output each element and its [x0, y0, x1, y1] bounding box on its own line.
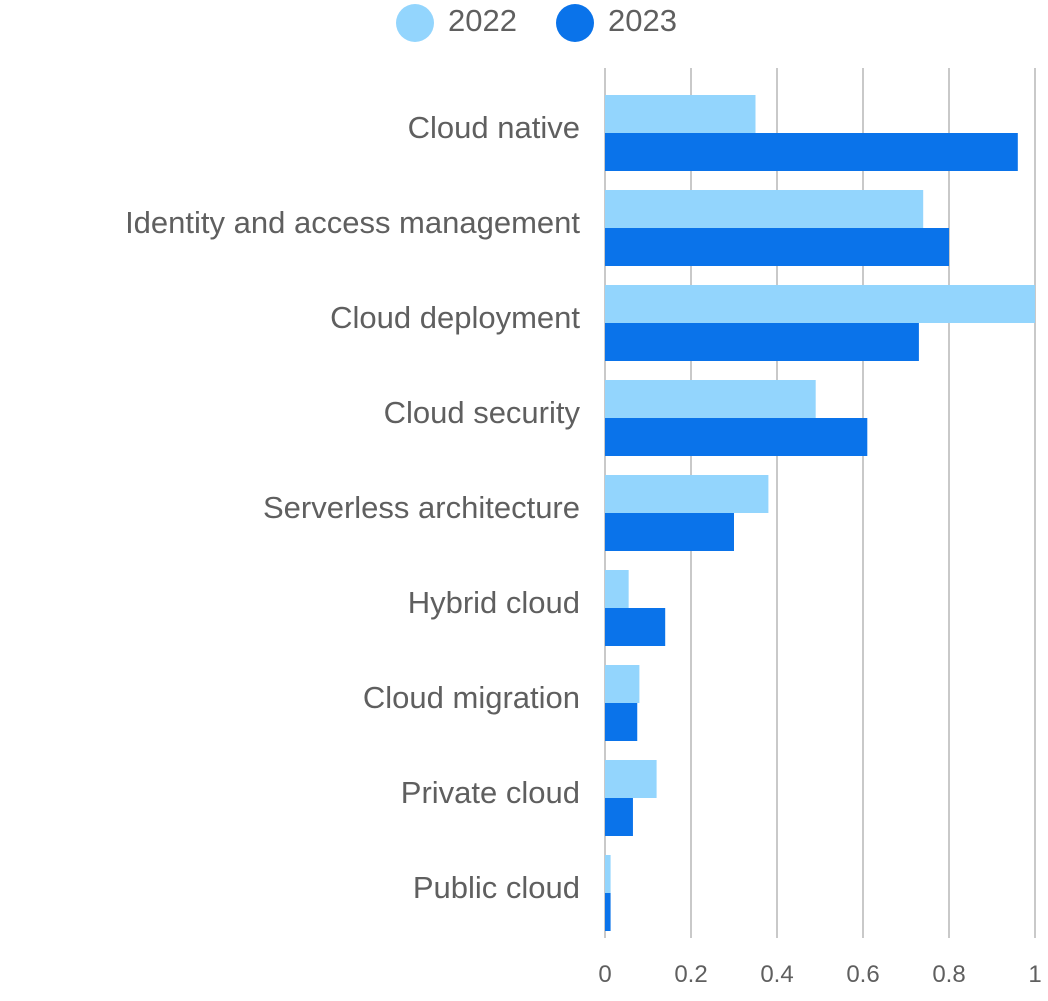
category-label: Private cloud — [401, 775, 580, 810]
bar-2023 — [605, 513, 734, 551]
x-tick-label: 0 — [598, 961, 611, 988]
x-tick-label: 0.8 — [932, 961, 965, 988]
bar-2023 — [605, 133, 1018, 171]
bars — [605, 95, 1035, 931]
bar-2022 — [605, 475, 769, 513]
bar-2023 — [605, 418, 868, 456]
category-label: Cloud deployment — [330, 300, 580, 335]
bar-2023 — [605, 703, 638, 741]
legend-marker-2023 — [556, 4, 594, 42]
x-tick-label: 0.4 — [760, 961, 793, 988]
bar-2022 — [605, 760, 657, 798]
bar-2022 — [605, 285, 1035, 323]
x-tick-label: 0.6 — [846, 961, 879, 988]
legend-label: 2023 — [608, 3, 677, 38]
legend-marker-2022 — [396, 4, 434, 42]
category-label: Hybrid cloud — [408, 585, 580, 620]
category-label: Public cloud — [413, 870, 580, 905]
bar-2023 — [605, 608, 666, 646]
x-axis-ticks: 0 0.2 0.4 0.6 0.8 1 — [598, 961, 1041, 988]
category-labels: Cloud native Identity and access manageme… — [125, 110, 580, 905]
bar-2022 — [605, 190, 924, 228]
category-label: Identity and access management — [125, 205, 580, 240]
bar-2023 — [605, 323, 919, 361]
x-tick-label: 0.2 — [674, 961, 707, 988]
category-label: Cloud native — [408, 110, 580, 145]
category-label: Cloud security — [384, 395, 581, 430]
bar-2023 — [605, 228, 949, 266]
bar-2022 — [605, 380, 816, 418]
bar-2022 — [605, 665, 640, 703]
bar-2022 — [605, 95, 756, 133]
bar-2023 — [605, 798, 633, 836]
bar-2022 — [605, 570, 629, 608]
bar-2022 — [605, 855, 611, 893]
legend: 2022 2023 — [396, 3, 677, 42]
category-label: Cloud migration — [363, 680, 580, 715]
bar-2023 — [605, 893, 611, 931]
category-label: Serverless architecture — [263, 490, 580, 525]
x-tick-label: 1 — [1028, 961, 1041, 988]
legend-label: 2022 — [448, 3, 517, 38]
